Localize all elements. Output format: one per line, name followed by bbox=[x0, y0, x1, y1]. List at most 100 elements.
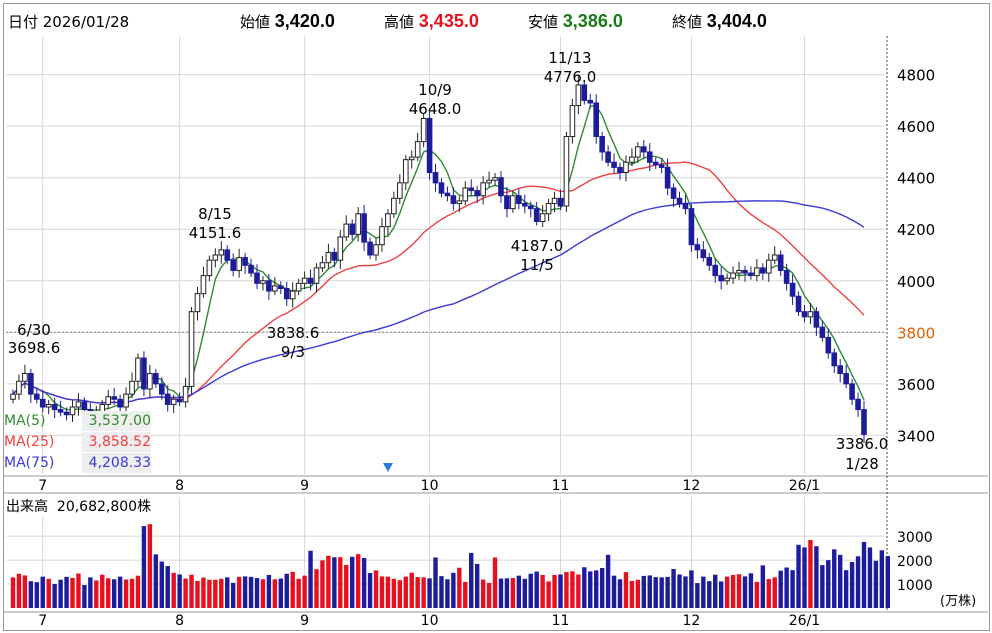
time-tick-label: 11 bbox=[552, 613, 570, 629]
candle-body bbox=[486, 179, 492, 184]
volume-bar bbox=[76, 573, 81, 608]
candle-body bbox=[474, 190, 480, 197]
candle-body bbox=[34, 393, 40, 400]
volume-bar bbox=[397, 580, 403, 608]
volume-bar bbox=[58, 579, 63, 608]
candle-body bbox=[57, 409, 64, 413]
volume-bar bbox=[123, 579, 129, 608]
candle-body bbox=[581, 84, 588, 101]
volume-bar bbox=[689, 570, 694, 608]
volume-bar bbox=[611, 575, 617, 608]
volume-bar bbox=[302, 575, 307, 608]
candle-body bbox=[16, 380, 22, 395]
ma75-line bbox=[12, 200, 865, 404]
candle-body bbox=[194, 293, 201, 313]
time-tick-label: 9 bbox=[300, 478, 309, 494]
volume-bar bbox=[183, 578, 188, 608]
low-value: 3,386.0 bbox=[562, 11, 623, 31]
volume-bar bbox=[213, 579, 218, 608]
volume-bar bbox=[230, 582, 236, 608]
candle-body bbox=[147, 373, 153, 390]
annotation-label: 4151.6 bbox=[189, 224, 242, 242]
volume-bar bbox=[70, 577, 75, 608]
volume-bar bbox=[814, 546, 819, 608]
legend-ma25-label: MA(25) bbox=[4, 434, 55, 450]
time-tick-label: 12 bbox=[683, 478, 701, 494]
candle-body bbox=[408, 156, 415, 161]
volume-bar bbox=[177, 574, 182, 608]
candle-body bbox=[694, 244, 701, 251]
candle-body bbox=[289, 290, 296, 300]
time-tick-label: 26/1 bbox=[789, 613, 820, 629]
candle-body bbox=[789, 282, 796, 297]
candle-body bbox=[117, 398, 123, 408]
low-quote: 安値 3,386.0 bbox=[528, 11, 623, 32]
annotation-label: 11/5 bbox=[520, 256, 554, 274]
candle-body bbox=[557, 197, 564, 207]
volume-bar bbox=[46, 578, 51, 608]
candle-body bbox=[748, 272, 754, 277]
candle-body bbox=[176, 398, 183, 403]
volume-bar bbox=[653, 577, 658, 608]
volume-bar bbox=[784, 567, 789, 608]
candle-body bbox=[563, 135, 570, 207]
candle-body bbox=[361, 213, 367, 243]
candle-body bbox=[849, 383, 855, 400]
candle-body bbox=[379, 226, 385, 246]
candle-body bbox=[224, 249, 231, 261]
volume-bar bbox=[469, 552, 474, 608]
volume-bar bbox=[379, 576, 385, 608]
volume-bar bbox=[290, 571, 295, 608]
candle-body bbox=[75, 401, 82, 408]
candle-body bbox=[825, 336, 832, 354]
volume-bar bbox=[147, 524, 153, 608]
high-label: 高値 bbox=[384, 13, 415, 31]
candle-body bbox=[355, 213, 361, 235]
volume-bar bbox=[141, 526, 147, 608]
volume-tick-label: 2000 bbox=[897, 554, 933, 570]
volume-bar bbox=[635, 579, 641, 608]
annotation-label: 1/28 bbox=[845, 455, 879, 473]
candle-body bbox=[819, 326, 826, 338]
legend-ma75: MA(75) 4,208.33 bbox=[4, 453, 151, 473]
volume-bar bbox=[225, 577, 230, 608]
volume-bar bbox=[195, 580, 200, 608]
candle-body bbox=[105, 396, 112, 405]
time-tick-label: 12 bbox=[683, 613, 701, 629]
volume-bar bbox=[516, 575, 522, 608]
volume-bar bbox=[248, 576, 254, 608]
volume-bar bbox=[790, 570, 795, 608]
volume-bar bbox=[742, 576, 748, 608]
volume-bar bbox=[748, 573, 754, 608]
volume-bar bbox=[605, 554, 611, 608]
volume-bar bbox=[344, 564, 349, 608]
candle-body bbox=[301, 277, 308, 284]
candle-body bbox=[283, 287, 290, 300]
candle-body bbox=[254, 272, 260, 284]
annotation-label: 8/15 bbox=[198, 205, 232, 223]
candle-body bbox=[170, 398, 177, 405]
candle-body bbox=[771, 254, 778, 261]
time-tick-label: 8 bbox=[175, 613, 184, 629]
candle-body bbox=[295, 282, 302, 292]
time-tick-label: 9 bbox=[300, 613, 309, 629]
volume-value: 20,682,800株 bbox=[56, 499, 152, 515]
volume-bar bbox=[802, 547, 807, 608]
candle-body bbox=[230, 259, 236, 271]
volume-bar bbox=[463, 581, 468, 608]
candle-body bbox=[605, 151, 611, 163]
date-label: 日付 2026/01/28 bbox=[8, 13, 130, 31]
candle-body bbox=[456, 200, 463, 204]
candle-body bbox=[272, 285, 278, 292]
volume-bar bbox=[808, 539, 813, 608]
close-value: 3,404.0 bbox=[706, 11, 767, 31]
volume-bars bbox=[10, 524, 891, 608]
volume-bar bbox=[486, 582, 492, 608]
candle-body bbox=[664, 166, 671, 189]
candle-body bbox=[498, 177, 504, 197]
volume-bar bbox=[707, 581, 712, 608]
candle-body bbox=[617, 166, 623, 174]
candle-body bbox=[188, 311, 195, 387]
candle-body bbox=[206, 259, 213, 277]
chart-frame bbox=[3, 3, 990, 631]
